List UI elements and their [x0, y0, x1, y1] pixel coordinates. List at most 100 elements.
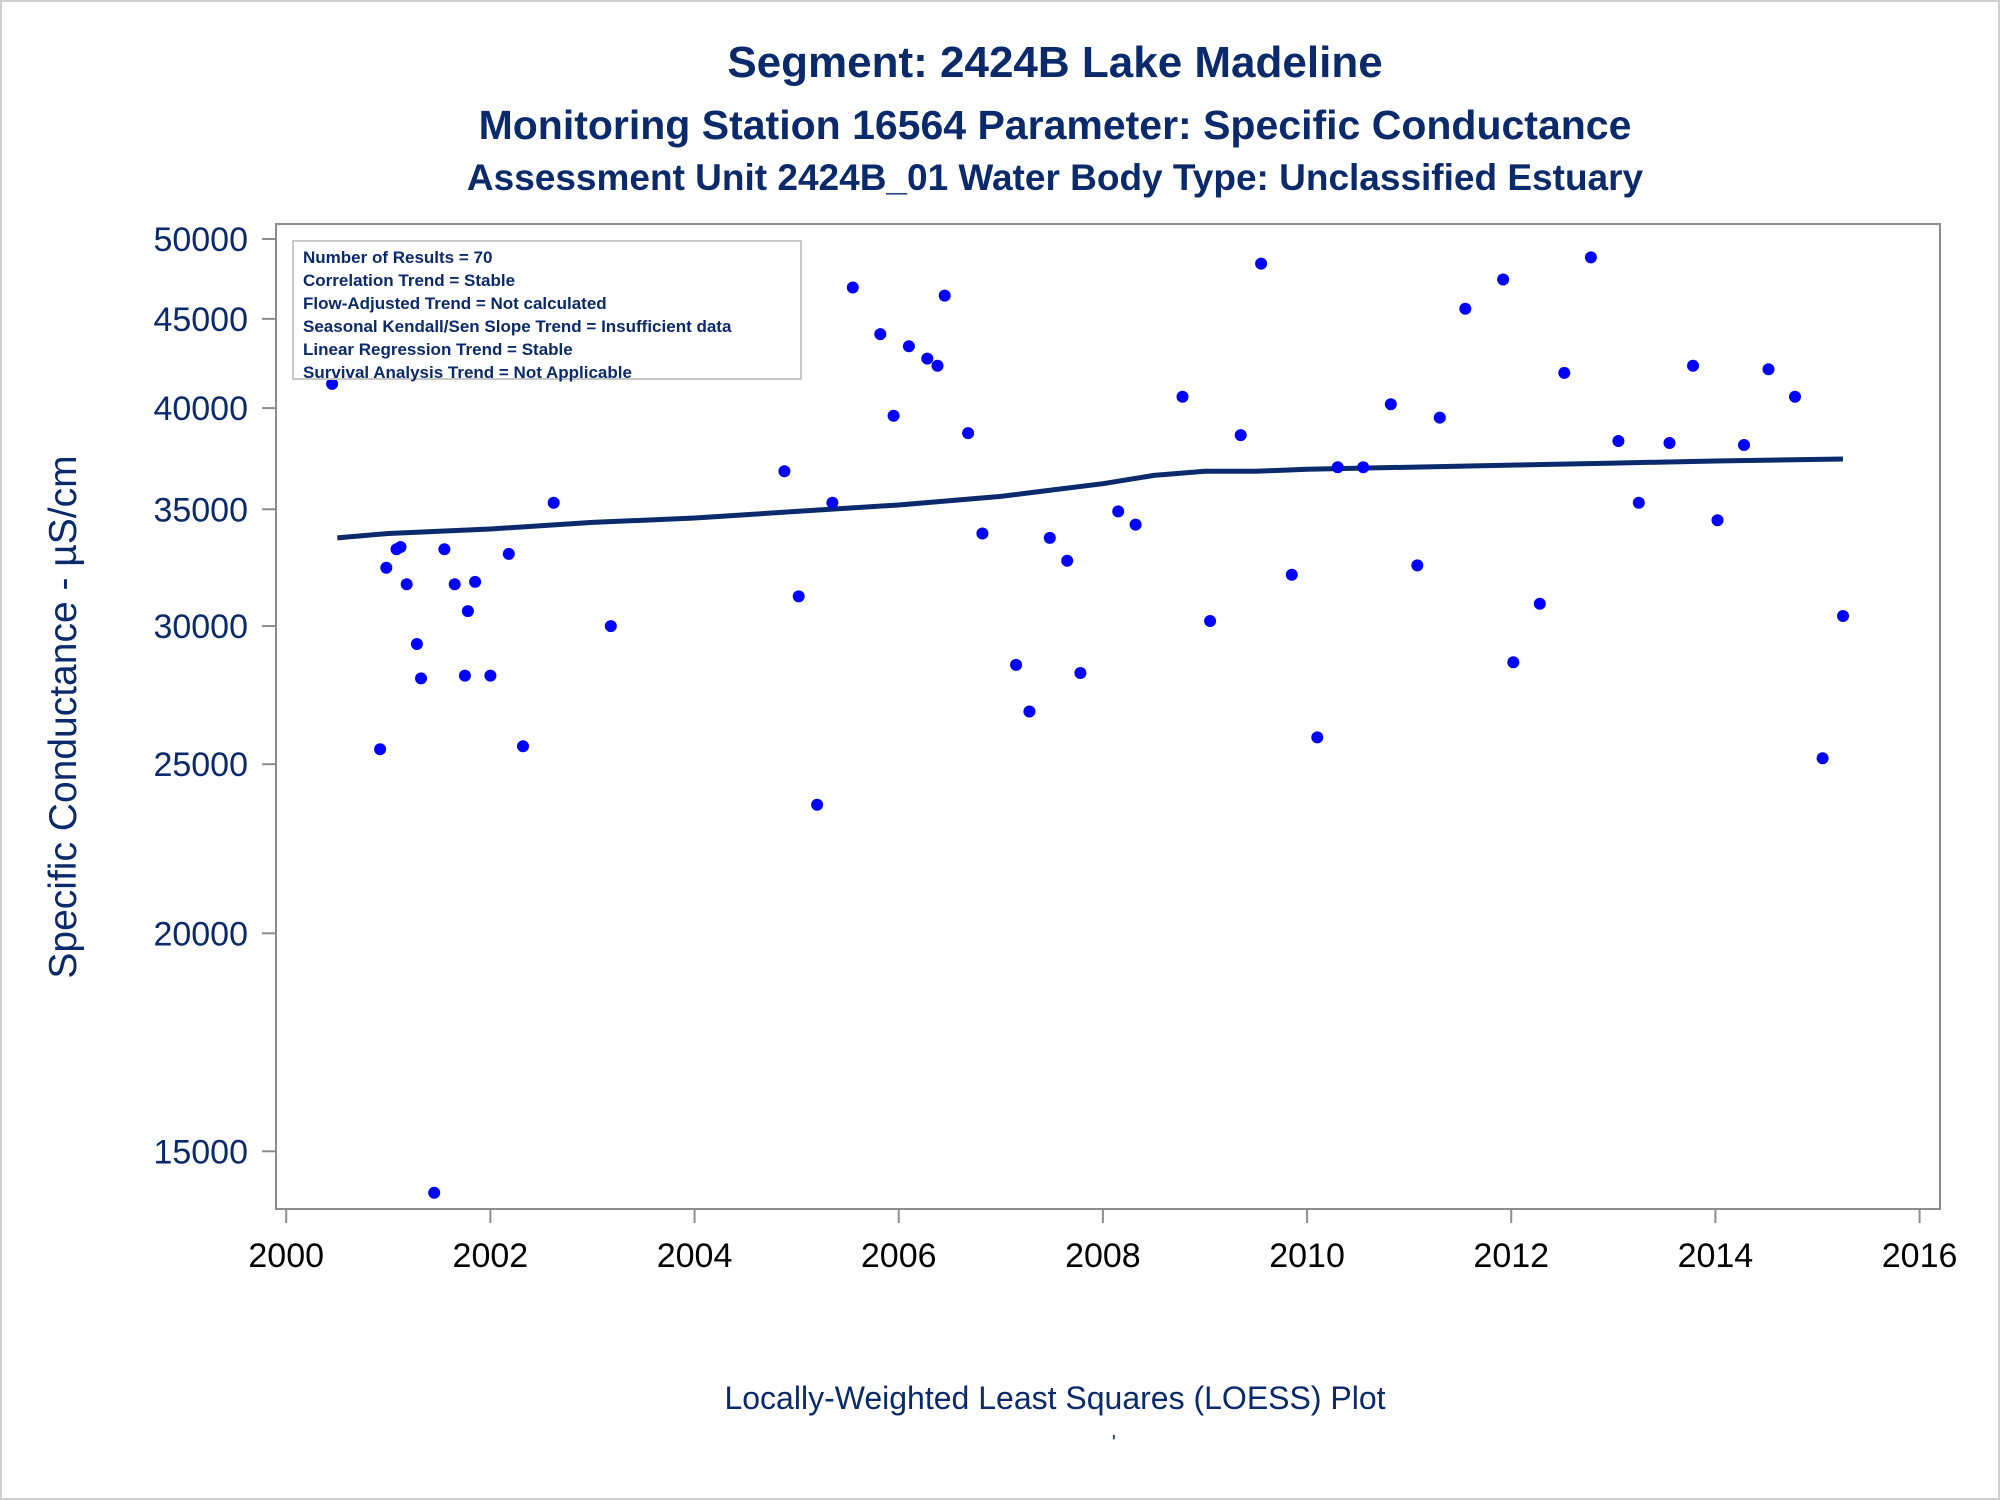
x-tick-label: 2014: [1678, 1237, 1754, 1275]
data-point: [1584, 251, 1597, 264]
y-tick-label: 50000: [153, 221, 248, 259]
info-number-of-results: Number of Results = 70: [303, 248, 493, 267]
chart-title: Segment: 2424B Lake Madeline: [727, 38, 1383, 87]
data-point: [469, 575, 482, 588]
data-point: [1023, 705, 1036, 718]
data-point: [1285, 568, 1298, 581]
y-tick-label: 40000: [153, 390, 248, 428]
x-tick-label: 2006: [861, 1237, 937, 1275]
data-point: [1459, 302, 1472, 315]
data-point: [1129, 518, 1142, 531]
y-axis: 15000 20000 25000 30000 35000 40000 45000 50000: [153, 221, 276, 1171]
data-point: [1687, 359, 1699, 372]
x-tick-label: 2000: [248, 1237, 324, 1275]
x-tick-label: 2010: [1269, 1237, 1345, 1275]
data-point: [1357, 461, 1370, 474]
data-point: [792, 590, 805, 603]
data-point: [326, 377, 339, 390]
data-point: [778, 465, 791, 478]
data-point: [1411, 559, 1424, 572]
footnote-mark: ': [1112, 1432, 1116, 1454]
data-point: [415, 672, 427, 685]
data-point: [938, 289, 951, 302]
data-point: [1331, 461, 1344, 474]
info-seasonal-kendall-trend: Seasonal Kendall/Sen Slope Trend = Insuf…: [303, 317, 732, 336]
info-survival-analysis-trend: Survival Analysis Trend = Not Applicable: [303, 363, 632, 382]
data-point: [1497, 273, 1510, 286]
data-point: [1176, 390, 1189, 403]
data-point: [1311, 731, 1324, 744]
data-point: [846, 281, 859, 294]
data-point: [1762, 363, 1775, 376]
plot-area-border: [275, 223, 1941, 1210]
data-point: [400, 578, 413, 591]
data-point: [887, 409, 900, 422]
data-point: [1112, 505, 1125, 518]
data-point: [811, 798, 824, 811]
trend-info-box: Number of Results = 70 Correlation Trend…: [292, 240, 802, 382]
loess-trend-line: [337, 456, 1844, 541]
data-point: [1612, 435, 1625, 447]
info-linear-regression-trend: Linear Regression Trend = Stable: [303, 340, 573, 359]
data-point: [1663, 437, 1676, 449]
data-point: [1738, 439, 1750, 451]
data-point: [484, 669, 497, 682]
x-tick-label: 2016: [1882, 1237, 1958, 1275]
data-point: [604, 620, 617, 633]
data-point: [874, 328, 887, 341]
footnote: Locally-Weighted Least Squares (LOESS) P…: [724, 1380, 1386, 1416]
y-tick-label: 25000: [153, 746, 248, 784]
data-point: [438, 543, 451, 556]
info-correlation-trend: Correlation Trend = Stable: [303, 271, 516, 290]
data-point: [1255, 257, 1268, 270]
data-point: [1204, 615, 1217, 627]
y-tick-label: 15000: [153, 1133, 248, 1171]
data-point: [1074, 667, 1087, 679]
data-point: [1061, 554, 1074, 567]
data-point: [1711, 514, 1724, 527]
chart-subtitle-assessment: Assessment Unit 2424B_01 Water Body Type…: [466, 157, 1644, 198]
data-point: [394, 541, 407, 553]
data-point: [931, 359, 944, 372]
data-point: [976, 527, 989, 540]
data-point: [921, 352, 934, 365]
data-point: [1234, 429, 1247, 442]
data-point: [1789, 390, 1801, 403]
data-points: [326, 248, 1849, 1199]
data-point: [1837, 610, 1849, 622]
data-point: [826, 496, 839, 509]
data-point: [1632, 496, 1645, 509]
data-point: [1533, 597, 1546, 610]
data-point: [410, 638, 423, 650]
x-tick-label: 2004: [657, 1237, 733, 1275]
data-point: [1043, 531, 1056, 544]
data-point: [1558, 366, 1571, 379]
info-flow-adjusted-trend: Flow-Adjusted Trend = Not calculated: [303, 294, 607, 313]
loess-line-path: [337, 456, 1844, 541]
y-tick-label: 20000: [153, 915, 248, 953]
data-point: [902, 340, 915, 353]
data-point: [461, 605, 474, 618]
data-point: [502, 547, 515, 560]
data-point: [547, 496, 560, 509]
data-point: [1433, 411, 1446, 424]
data-point: [380, 561, 393, 574]
x-tick-label: 2012: [1473, 1237, 1549, 1275]
data-point: [1507, 656, 1520, 669]
data-point: [1816, 752, 1829, 765]
x-axis: 2000 2002 2004 2006 2008 2010 2012 2014 2016: [248, 1209, 1957, 1275]
data-point: [517, 740, 529, 753]
data-point: [1010, 658, 1023, 671]
x-tick-label: 2002: [453, 1237, 529, 1275]
y-tick-label: 45000: [153, 301, 248, 339]
data-point: [962, 427, 975, 440]
y-tick-label: 30000: [153, 608, 248, 646]
x-tick-label: 2008: [1065, 1237, 1141, 1275]
data-point: [458, 669, 471, 682]
chart-subtitle-station: Monitoring Station 16564 Parameter: Spec…: [478, 102, 1632, 148]
data-point: [428, 1186, 441, 1199]
y-tick-label: 35000: [153, 491, 248, 529]
data-point: [374, 743, 387, 756]
